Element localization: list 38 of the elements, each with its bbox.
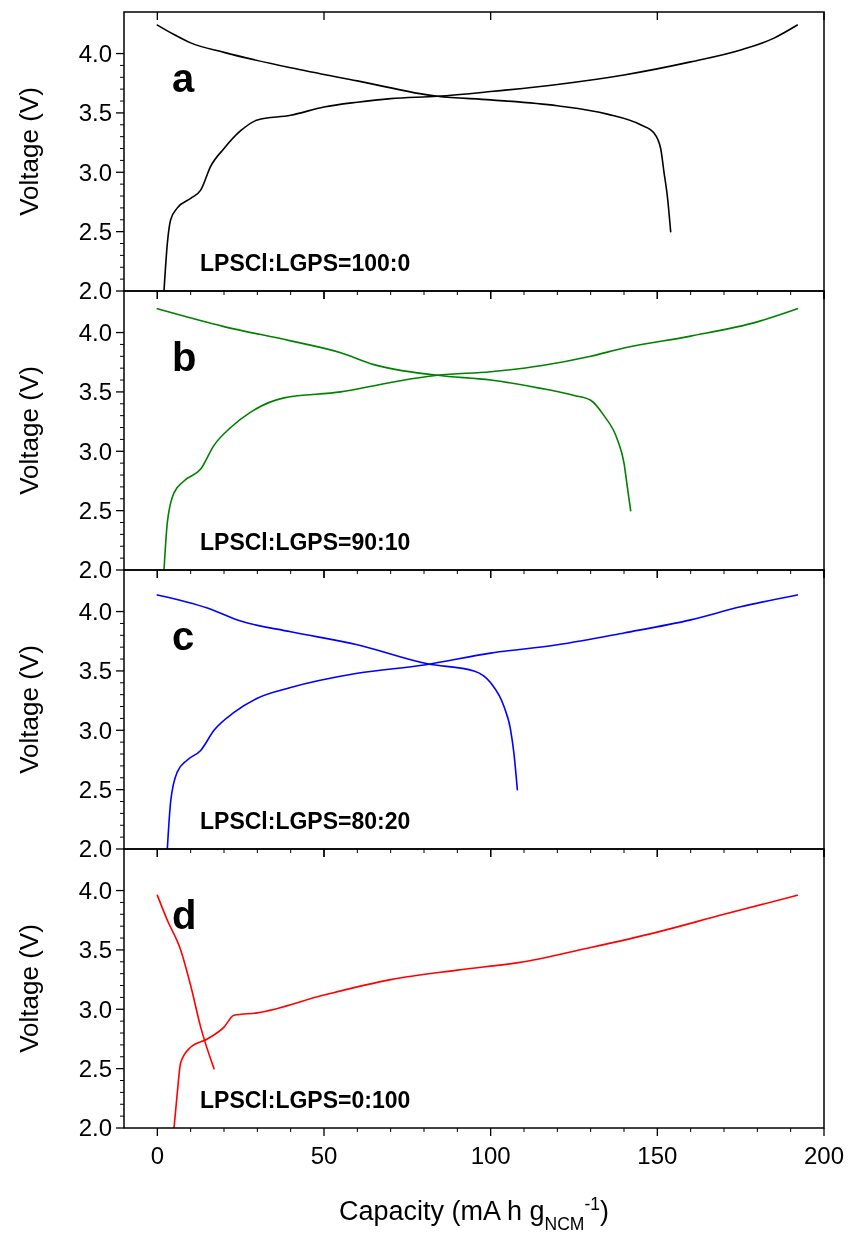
y-tick-label: 2.0	[78, 1114, 112, 1142]
y-axis-title: Voltage (V)	[14, 366, 45, 495]
annotation: LPSCl:LGPS=100:0	[200, 250, 411, 276]
y-tick-label: 3.5	[78, 378, 112, 406]
y-axis-title: Voltage (V)	[14, 645, 45, 774]
y-tick-label: 2.5	[78, 218, 112, 246]
x-tick-label: 0	[150, 1142, 165, 1169]
y-tick-label: 4.0	[78, 318, 112, 346]
y-tick-label: 3.0	[78, 158, 112, 186]
y-tick-label: 4.0	[78, 876, 112, 904]
annotation: LPSCl:LGPS=0:100	[200, 1087, 411, 1113]
y-tick-label: 2.0	[78, 556, 112, 584]
y-tick-label: 2.0	[78, 277, 112, 305]
y-tick-label: 2.5	[78, 1055, 112, 1083]
y-tick-label: 4.0	[78, 597, 112, 625]
y-tick-label: 4.0	[78, 39, 112, 67]
annotation: LPSCl:LGPS=90:10	[200, 529, 411, 555]
y-tick-label: 3.5	[78, 936, 112, 964]
annotation: d	[172, 893, 197, 937]
y-tick-label: 3.0	[78, 716, 112, 744]
y-tick-label: 2.5	[78, 776, 112, 804]
y-tick-label: 3.0	[78, 995, 112, 1023]
x-axis-title: Capacity (mA h g$_{NCM}$$^{-1}$)	[338, 1194, 610, 1234]
y-tick-label: 2.5	[78, 497, 112, 525]
y-tick-label: 3.5	[78, 99, 112, 127]
annotation: LPSCl:LGPS=80:20	[200, 808, 411, 834]
y-tick-label: 3.0	[78, 437, 112, 465]
y-tick-label: 3.5	[78, 657, 112, 685]
y-axis-title: Voltage (V)	[14, 924, 45, 1053]
y-axis-title: Voltage (V)	[14, 87, 45, 216]
x-tick-label: 100	[470, 1142, 511, 1169]
annotation: c	[172, 614, 195, 658]
annotation: b	[172, 335, 197, 379]
x-tick-label: 200	[803, 1142, 845, 1169]
x-tick-label: 150	[637, 1142, 678, 1169]
annotation: a	[172, 56, 195, 100]
y-tick-label: 2.0	[78, 835, 112, 863]
x-tick-label: 50	[310, 1142, 338, 1169]
